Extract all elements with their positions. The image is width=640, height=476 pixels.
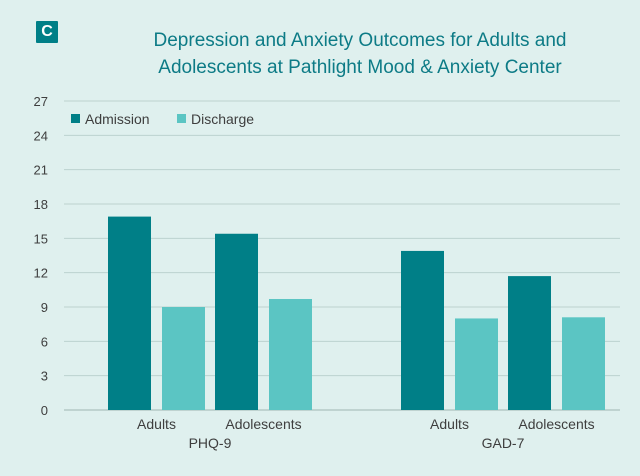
x-tick-label: Adults	[137, 416, 176, 432]
group-label: PHQ-9	[189, 435, 232, 451]
bar-admission-gad7-adolescents	[508, 276, 551, 410]
y-tick-label: 15	[34, 231, 48, 246]
y-tick-label: 12	[34, 266, 48, 281]
x-tick-label: Adolescents	[225, 416, 301, 432]
bar-discharge-gad7-adults	[455, 318, 498, 410]
y-tick-label: 3	[41, 369, 48, 384]
y-tick-label: 27	[34, 94, 48, 109]
bar-discharge-phq9-adolescents	[269, 298, 312, 410]
legend-label-discharge: Discharge	[191, 111, 254, 127]
bar-discharge-gad7-adolescents	[562, 317, 605, 410]
x-tick-label: Adults	[430, 416, 469, 432]
bar-admission-phq9-adults	[108, 216, 151, 410]
bar-discharge-phq9-adults	[162, 307, 205, 410]
bar-admission-phq9-adolescents	[215, 233, 258, 410]
y-tick-label: 18	[34, 197, 48, 212]
y-tick-label: 6	[41, 334, 48, 349]
x-tick-label: Adolescents	[518, 416, 594, 432]
legend-swatch-admission	[71, 114, 80, 123]
group-label: GAD-7	[482, 435, 525, 451]
y-tick-label: 0	[41, 403, 48, 418]
y-tick-label: 24	[34, 128, 48, 143]
y-tick-label: 9	[41, 300, 48, 315]
legend-label-admission: Admission	[85, 111, 150, 127]
legend-swatch-discharge	[177, 114, 186, 123]
bar-admission-gad7-adults	[401, 250, 444, 410]
y-tick-label: 21	[34, 163, 48, 178]
chart-title-line-1: Depression and Anxiety Outcomes for Adul…	[153, 30, 567, 51]
logo-icon: C	[36, 21, 58, 43]
chart-title: Depression and Anxiety Outcomes for Adul…	[60, 27, 640, 81]
chart-title-line-2: Adolescents at Pathlight Mood & Anxiety …	[158, 57, 562, 78]
